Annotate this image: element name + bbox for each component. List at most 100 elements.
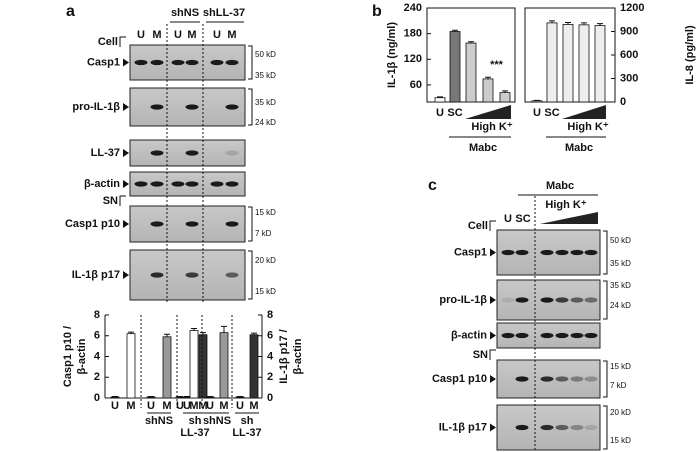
sn-label: SN <box>473 349 488 361</box>
bar <box>449 31 461 103</box>
error-bar <box>468 41 474 44</box>
cell-label: Cell <box>98 36 118 48</box>
error-bar <box>184 395 190 397</box>
band <box>515 376 529 382</box>
x-tick-label: U <box>183 400 191 412</box>
x-tick-label: M <box>189 400 198 412</box>
y-axis-label: IL-1β p17 / <box>278 329 290 383</box>
blot-label: β-actin <box>451 329 487 341</box>
blot-label: LL-37 <box>91 147 120 159</box>
marker-label: 15 kD <box>255 208 276 217</box>
band <box>540 376 554 382</box>
arrowhead <box>490 375 496 383</box>
band <box>225 104 239 110</box>
group-label: Mabc <box>546 180 574 192</box>
y-axis-label: β-actin <box>292 338 304 374</box>
bar <box>562 24 574 103</box>
error-bar <box>452 29 458 32</box>
band <box>185 272 199 278</box>
band <box>225 221 239 227</box>
band <box>515 424 529 431</box>
band <box>584 332 598 339</box>
y-tick-label: 600 <box>620 49 638 61</box>
error-bar <box>128 331 134 334</box>
arrowhead <box>123 220 129 228</box>
bar <box>531 100 543 103</box>
y-tick-label: 180 <box>404 28 422 40</box>
blot-label: Casp1 p10 <box>65 218 120 230</box>
y-tick-label: 2 <box>94 371 100 383</box>
bar <box>146 396 156 399</box>
band <box>555 376 569 382</box>
marker-label: 15 kD <box>610 436 631 445</box>
band <box>501 249 515 256</box>
y-axis-label: IL-8 (pg/ml) <box>684 25 696 85</box>
x-tick-label: U <box>111 400 119 412</box>
band <box>185 181 199 187</box>
band <box>185 104 199 110</box>
y-tick-label: 900 <box>620 25 638 37</box>
arrowhead <box>490 423 496 432</box>
lane-label: U <box>213 29 221 41</box>
x-tick-label: SC <box>544 107 559 119</box>
blot-label: IL-1β p17 <box>439 421 487 433</box>
bar <box>249 334 259 399</box>
bar <box>175 396 185 399</box>
x-tick-label: M <box>219 400 228 412</box>
x-tick-label: M <box>162 400 171 412</box>
lane-label: M <box>152 29 161 41</box>
marker-label: 7 kD <box>610 381 627 390</box>
lane-label: M <box>187 29 196 41</box>
band <box>171 59 185 66</box>
marker-label: 35 kD <box>255 98 276 107</box>
marker-label: 24 kD <box>255 118 276 127</box>
y-axis-label: Casp1 p10 / <box>62 326 74 387</box>
marker-label: 50 kD <box>610 236 631 245</box>
band <box>185 150 199 156</box>
marker-bracket <box>603 280 608 320</box>
bar <box>198 334 208 399</box>
sn-label: SN <box>103 195 118 207</box>
band <box>584 376 598 382</box>
bar <box>162 336 172 399</box>
error-bar <box>112 395 118 397</box>
marker-label: 15 kD <box>610 362 631 371</box>
group-label: shLL-37 <box>203 7 245 19</box>
band <box>570 249 584 256</box>
gradient-label: High K⁺ <box>567 121 608 133</box>
lane-label: M <box>227 29 236 41</box>
error-bar <box>502 90 508 93</box>
blot-label: Casp1 <box>87 56 120 68</box>
marker-bracket <box>248 45 253 80</box>
y-tick-label: 2 <box>267 371 273 383</box>
group-label: Mabc <box>565 142 593 154</box>
marker-bracket <box>603 405 608 450</box>
bar <box>205 396 215 399</box>
band <box>540 297 554 303</box>
arrowhead <box>123 103 129 111</box>
marker-label: 35 kD <box>610 281 631 290</box>
arrowhead <box>123 149 129 157</box>
y-tick-label: 6 <box>94 330 100 342</box>
marker-label: 15 kD <box>255 287 276 296</box>
band <box>584 424 598 431</box>
y-tick-label: 4 <box>267 350 274 362</box>
band <box>540 249 554 256</box>
band <box>150 181 164 187</box>
group-label: shNS <box>203 415 231 427</box>
band <box>570 332 584 339</box>
group-label: LL-37 <box>232 427 261 439</box>
band <box>225 59 239 66</box>
lane-label: U <box>174 29 182 41</box>
x-tick-label: M <box>249 400 258 412</box>
gradient-wedge <box>540 212 598 224</box>
error-bar <box>565 21 571 25</box>
error-bar <box>437 96 443 98</box>
bracket <box>119 195 126 206</box>
band <box>225 272 239 278</box>
y-tick-label: 1200 <box>620 2 644 14</box>
bar <box>126 333 136 399</box>
marker-bracket <box>248 250 253 300</box>
group-label: shNS <box>171 7 199 19</box>
